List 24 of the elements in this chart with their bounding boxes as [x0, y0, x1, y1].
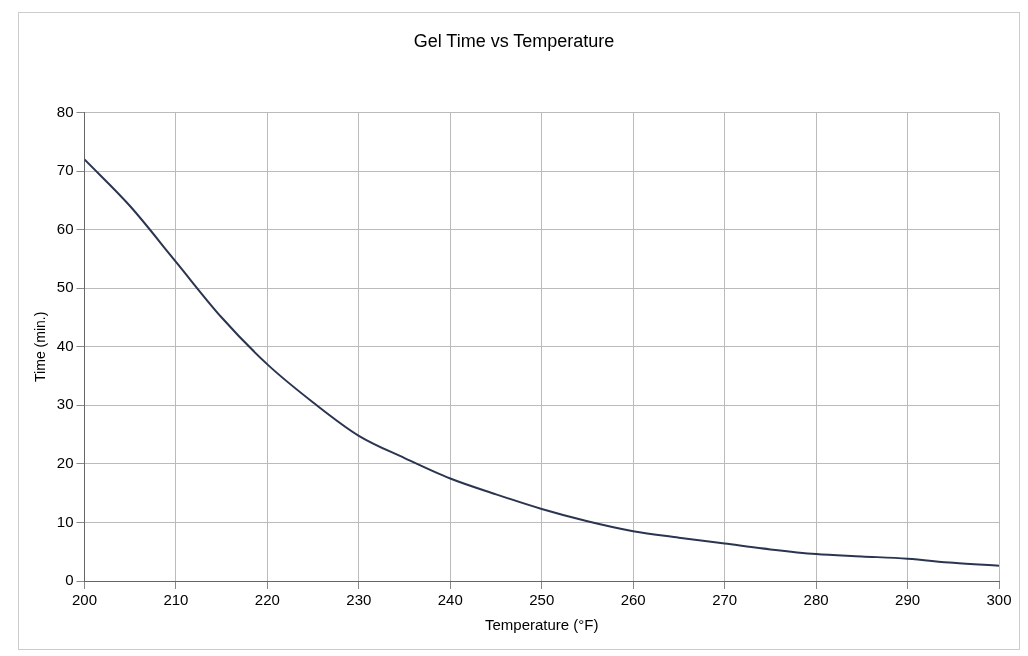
chart-title: Gel Time vs Temperature	[413, 30, 615, 51]
y-tick-label: 50	[56, 278, 74, 296]
x-tick-label: 230	[346, 591, 372, 609]
line-series	[84, 158, 999, 567]
y-tick-label: 80	[56, 102, 74, 120]
x-axis-title: Temperature (°F)	[484, 616, 599, 634]
x-tick-label: 240	[437, 591, 463, 609]
y-tick-label: 10	[56, 512, 74, 530]
x-tick-label: 280	[803, 591, 829, 609]
x-tick-label: 200	[71, 591, 97, 609]
x-tick-label: 210	[163, 591, 189, 609]
x-tick-label: 220	[254, 591, 280, 609]
y-tick-label: 60	[56, 219, 74, 237]
x-tick-label: 290	[895, 591, 921, 609]
x-tick-label: 300	[986, 591, 1012, 609]
y-tick-label: 40	[56, 336, 74, 354]
y-tick-label: 70	[56, 161, 74, 179]
y-tick-label: 0	[65, 571, 74, 589]
x-tick-label: 250	[529, 591, 555, 609]
y-tick-label: 20	[56, 454, 74, 472]
y-tick-label: 30	[56, 395, 74, 413]
y-axis-title: Time (min.)	[32, 311, 49, 382]
x-tick-label: 260	[620, 591, 646, 609]
x-tick-label: 270	[712, 591, 738, 609]
